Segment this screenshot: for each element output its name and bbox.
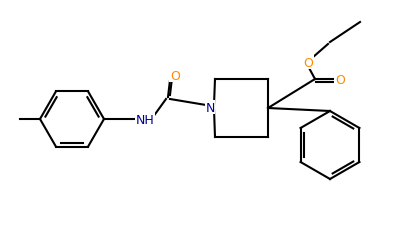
Text: O: O [335,73,345,86]
Text: O: O [303,56,313,69]
Text: O: O [170,69,180,82]
Text: NH: NH [136,113,154,126]
Text: N: N [205,101,215,114]
